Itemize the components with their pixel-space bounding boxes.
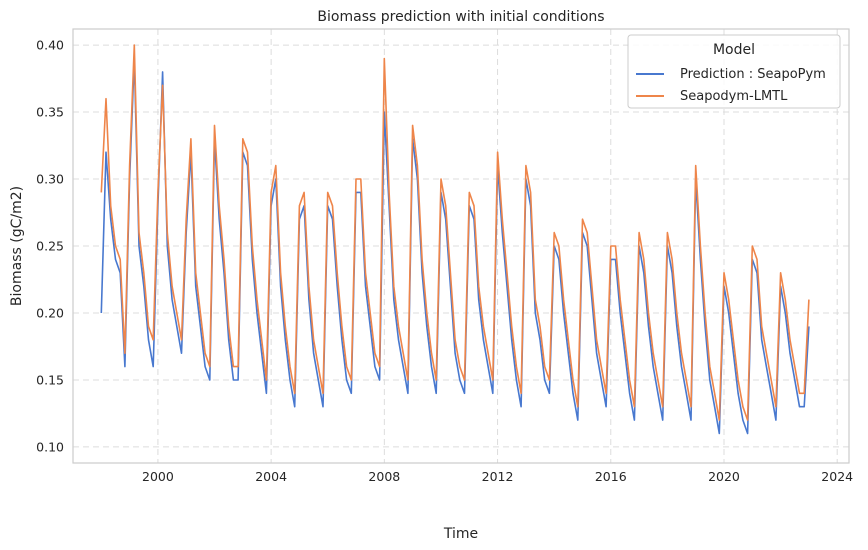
- y-tick-label: 0.40: [36, 38, 64, 53]
- legend-label-seapodym-lmtl: Seapodym-LMTL: [680, 89, 788, 104]
- x-tick-label: 2008: [368, 469, 400, 484]
- x-axis-label: Time: [443, 526, 478, 542]
- x-tick-label: 2012: [482, 469, 514, 484]
- y-tick-label: 0.15: [36, 372, 64, 387]
- chart-title: Biomass prediction with initial conditio…: [317, 9, 604, 25]
- x-tick-label: 2004: [255, 469, 287, 484]
- legend-title: Model: [713, 42, 755, 58]
- legend: Model Prediction : SeapoPym Seapodym-LMT…: [628, 35, 840, 108]
- y-tick-label: 0.20: [36, 305, 64, 320]
- y-tick-label: 0.30: [36, 172, 64, 187]
- y-tick-label: 0.35: [36, 105, 64, 120]
- y-tick-label: 0.25: [36, 239, 64, 254]
- x-tick-label: 2024: [821, 469, 853, 484]
- x-tick-label: 2000: [142, 469, 174, 484]
- x-tick-label: 2016: [595, 469, 627, 484]
- y-axis-label: Biomass (gC/m2): [9, 186, 25, 306]
- y-tick-label: 0.10: [36, 439, 64, 454]
- x-tick-label: 2020: [708, 469, 740, 484]
- legend-label-seapopym: Prediction : SeapoPym: [680, 67, 826, 82]
